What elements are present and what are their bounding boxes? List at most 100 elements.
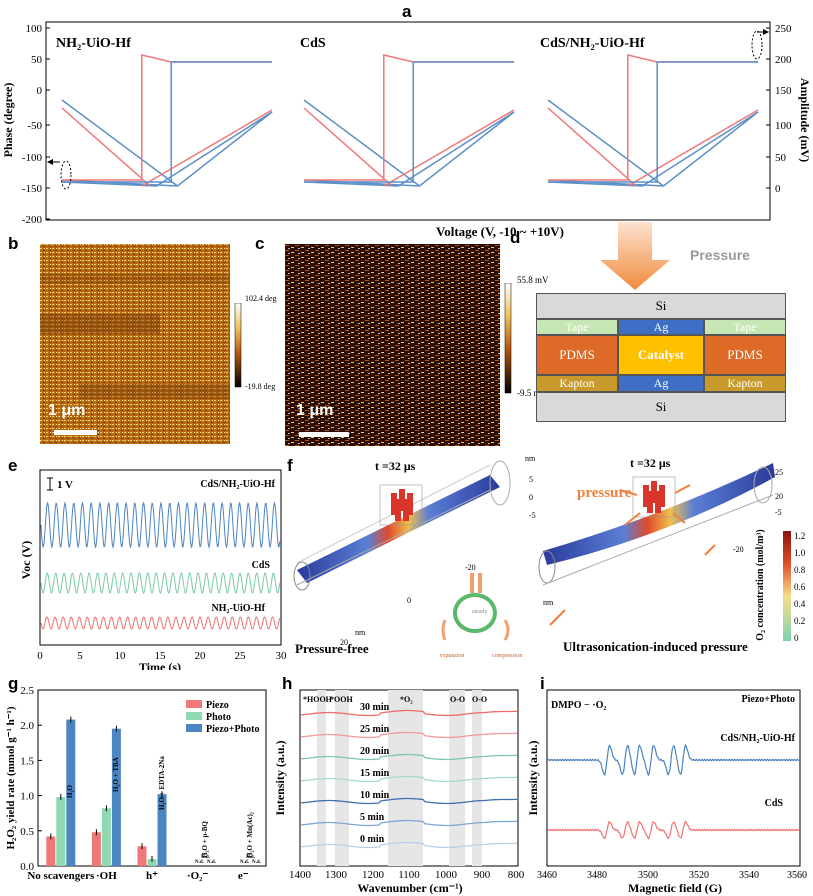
g-bar: [56, 797, 66, 866]
i-title-left: DMPO − ·O₂: [551, 700, 606, 711]
phase-curve-blue: [304, 61, 514, 183]
e-x-tick: 25: [235, 650, 247, 662]
a-left-tick: -150: [22, 183, 43, 195]
i-x-tick: 3460: [537, 870, 557, 881]
g-category-label: e⁻: [238, 870, 249, 882]
epr-spectrum-1: [547, 743, 800, 777]
g-nd-label: N.d.: [195, 860, 205, 865]
g-bar: [91, 832, 101, 866]
g-bar: [111, 728, 121, 866]
device-diagram: Si Tape Ag Tape PDMS Catalyst PDMS Kapto…: [536, 293, 786, 426]
amplitude-curve: [61, 99, 178, 187]
panel-label-i: i: [540, 674, 545, 693]
panel-label-h: h: [282, 674, 293, 693]
i-series-1-label: CdS/NH₂-UiO-Hf: [720, 733, 795, 744]
f-axis-label: 5: [529, 475, 533, 484]
g-category-label: ·O₂⁻: [187, 870, 209, 882]
tape-right: Tape: [704, 319, 786, 335]
phase-curve: [141, 109, 273, 187]
phase-curve: [304, 54, 514, 181]
phase-curve: [548, 54, 758, 181]
f-cb-tick: 1.0: [794, 548, 806, 558]
ag-top: Ag: [618, 319, 704, 335]
c-colorbar-top: 55.8 mV: [517, 275, 549, 285]
f-axis-label: 0: [529, 493, 533, 502]
ag-bottom: Ag: [618, 375, 704, 392]
afm-phase-image: [40, 244, 230, 444]
phase-curve: [627, 109, 759, 187]
f-axis-label: nm: [543, 598, 554, 607]
i-x-tick: 3520: [689, 870, 709, 881]
panel-label-d: d: [510, 228, 521, 247]
f-axis-label: -20: [465, 563, 476, 572]
h-time-label: 30 min: [360, 702, 390, 713]
a-ylabel-left: Phase (degree): [1, 83, 15, 158]
g-nd-label: N.d.: [252, 860, 262, 865]
g-bar: [147, 858, 157, 866]
f-axis-label: nm: [525, 455, 536, 463]
phase-curve-blue: [62, 61, 272, 183]
f-time-left: t =32 μs: [375, 459, 416, 473]
g-bar: [157, 794, 167, 866]
a-left-tick: 100: [26, 23, 43, 35]
f-axis-label: nm: [355, 628, 366, 637]
c-colorbar: [504, 283, 512, 394]
si-top-layer: Si: [536, 293, 786, 319]
amplitude-curve: [547, 99, 664, 187]
i-xlabel: Magnetic field (G): [628, 881, 722, 895]
g-nd-label: N.d.: [201, 855, 211, 860]
c-colorbar-bottom: -9.5 mV: [517, 388, 547, 398]
h-time-label: 25 min: [360, 724, 390, 735]
si-bottom-layer: Si: [536, 392, 786, 422]
b-colorbar: [234, 303, 242, 388]
panel-i-chart: DMPO − ·O₂ Piezo+Photo CdS/NH₂-UiO-Hf Cd…: [526, 689, 807, 895]
e-ylabel: Voc (V): [19, 541, 33, 580]
h-time-label: 10 min: [360, 790, 390, 801]
h-time-label: 5 min: [360, 812, 385, 823]
f-colorbar-title: O₂ concentration (mol/m³): [755, 529, 766, 641]
b-colorbar-bottom: -19.8 deg: [245, 382, 276, 391]
catalyst-layer: Catalyst: [618, 335, 704, 375]
g-y-tick: 2.0: [20, 720, 34, 732]
f-cb-tick: 1.2: [794, 531, 805, 541]
epr-spectrum-2: [547, 820, 800, 840]
a-sample-2: CdS: [300, 36, 326, 51]
g-legend-label: Piezo+Photo: [206, 724, 259, 735]
phase-curve-blue: [548, 61, 758, 183]
g-annotation: H₂O: [66, 784, 74, 798]
f-caption-left: Pressure-free: [295, 641, 369, 656]
i-series-2-label: CdS: [765, 798, 784, 809]
ftir-spectrum: [300, 797, 518, 805]
panel-label-a: a: [402, 2, 412, 21]
h-xlabel: Wavenumber (cm⁻¹): [357, 881, 462, 895]
g-nd-label: N.d.: [240, 860, 250, 865]
g-legend-swatch: [186, 700, 202, 708]
pdms-left: PDMS: [536, 335, 618, 375]
f-axis-label: -5: [775, 508, 782, 517]
f-time-right: t =32 μs: [630, 456, 671, 470]
h-x-tick: 800: [508, 869, 525, 881]
a-right-tick: 0: [775, 183, 781, 195]
g-legend-swatch: [186, 724, 202, 732]
a-right-tick: 150: [775, 85, 792, 97]
a-left-tick: 0: [37, 85, 43, 97]
a-right-tick: 50: [775, 152, 787, 164]
h-band-label: *HOOH: [303, 695, 333, 704]
i-ylabel: Intensity (a.u.): [526, 740, 540, 815]
g-y-tick: 0.5: [20, 826, 34, 838]
h-time-label: 20 min: [360, 746, 390, 757]
e-series-3-label: NH₂-UiO-Hf: [211, 603, 265, 614]
f-axis-label: -20: [733, 545, 744, 554]
e-x-tick: 30: [276, 650, 288, 662]
voc-wave-2: [40, 572, 281, 594]
g-category-label: h⁺: [146, 870, 158, 882]
panel-h-chart: *HOOH *OOH *O₂ O-O O-O 30 min 25 min 20 mi…: [273, 689, 525, 895]
i-x-tick: 3480: [587, 870, 607, 881]
g-y-tick: 1.5: [20, 755, 34, 767]
c-scalebar-label: 1 μm: [296, 402, 334, 419]
phase-curve: [61, 107, 151, 187]
f-caption-right: Ultrasonication-induced pressure: [563, 639, 748, 654]
g-annotation: H₂O + EDTA-2Na: [158, 756, 166, 810]
f-cb-tick: 0.2: [794, 616, 805, 626]
f-cycle-steady: steady: [472, 609, 487, 615]
